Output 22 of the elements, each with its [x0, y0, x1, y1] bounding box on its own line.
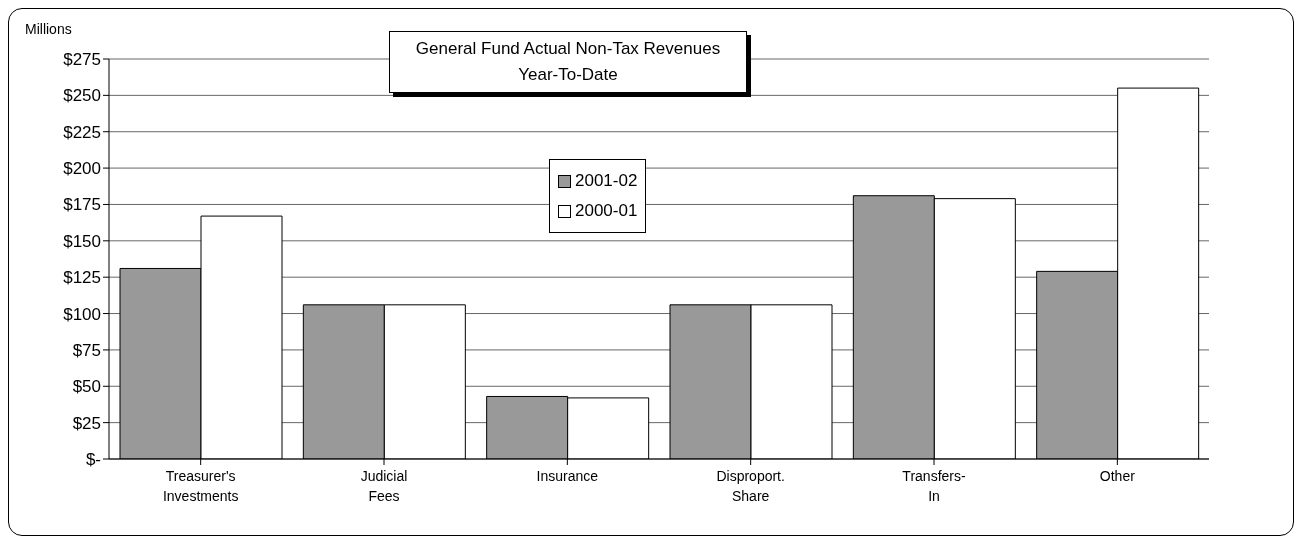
y-tick-label: $50 [72, 377, 101, 397]
x-tick-label: Other [1099, 468, 1136, 484]
x-tick-label: Treasurer's Investments [162, 468, 239, 504]
x-tick-label: Insurance [536, 468, 599, 484]
y-tick-label: $- [85, 450, 101, 470]
legend-label: 2001-02 [575, 170, 638, 192]
x-tick-label: Transfers-In [902, 468, 966, 504]
x-tick-label: Disproport. Share [716, 468, 785, 504]
y-tick-label: $100 [63, 304, 101, 324]
y-tick-label: $225 [63, 122, 101, 142]
y-tick-label: $275 [63, 50, 101, 70]
y-tick-label: $250 [63, 86, 101, 106]
y-axis-title: Millions [25, 21, 72, 37]
y-tick-label: $125 [63, 268, 101, 288]
x-tick-label: Judicial Fees [360, 468, 408, 504]
legend-label: 2000-01 [575, 200, 638, 222]
y-tick-label: $200 [63, 159, 101, 179]
chart-title: General Fund Actual Non-Tax Revenues Year-To-Date [389, 31, 747, 93]
y-tick-label: $150 [63, 231, 101, 251]
y-tick-label: $25 [72, 413, 101, 433]
y-tick-label: $175 [63, 195, 101, 215]
y-tick-label: $75 [72, 340, 101, 360]
